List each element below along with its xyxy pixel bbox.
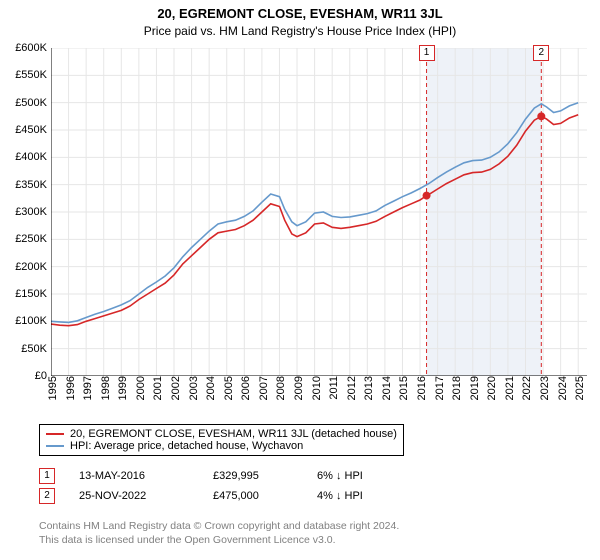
x-tick-label: 2000 (135, 376, 147, 400)
y-tick-label: £500K (15, 97, 47, 109)
x-tick-label: 1997 (82, 376, 94, 400)
sales-row: 2 25-NOV-2022 £475,000 4% ↓ HPI (39, 488, 363, 504)
sale-date: 25-NOV-2022 (79, 490, 189, 502)
x-tick-label: 1995 (47, 376, 59, 400)
x-tick-label: 2005 (223, 376, 235, 400)
x-tick-label: 2009 (293, 376, 305, 400)
sale-price: £329,995 (213, 470, 293, 482)
legend-label: 20, EGREMONT CLOSE, EVESHAM, WR11 3JL (d… (70, 428, 397, 440)
x-tick-label: 2013 (363, 376, 375, 400)
x-tick-label: 2012 (346, 376, 358, 400)
y-tick-label: £100K (15, 315, 47, 327)
sales-row: 1 13-MAY-2016 £329,995 6% ↓ HPI (39, 468, 363, 484)
x-tick-label: 2021 (504, 376, 516, 400)
x-tick-label: 2008 (275, 376, 287, 400)
x-tick-label: 2015 (398, 376, 410, 400)
x-tick-label: 2004 (205, 376, 217, 400)
chart-plot-area: £0£50K£100K£150K£200K£250K£300K£350K£400… (51, 48, 587, 376)
y-tick-label: £0 (35, 370, 47, 382)
x-tick-label: 1996 (65, 376, 77, 400)
sale-date: 13-MAY-2016 (79, 470, 189, 482)
x-tick-label: 2017 (434, 376, 446, 400)
y-tick-label: £400K (15, 151, 47, 163)
legend-label: HPI: Average price, detached house, Wych… (70, 440, 303, 452)
x-tick-label: 2001 (152, 376, 164, 400)
y-tick-label: £250K (15, 233, 47, 245)
chart-title: 20, EGREMONT CLOSE, EVESHAM, WR11 3JL (0, 6, 600, 21)
x-tick-label: 1998 (100, 376, 112, 400)
y-tick-label: £450K (15, 124, 47, 136)
sale-marker: 1 (419, 45, 435, 61)
legend-swatch (46, 433, 64, 435)
x-tick-label: 2025 (574, 376, 586, 400)
x-tick-label: 2020 (486, 376, 498, 400)
x-tick-label: 2019 (469, 376, 481, 400)
y-tick-label: £150K (15, 288, 47, 300)
x-tick-label: 2011 (328, 376, 340, 400)
legend-item: HPI: Average price, detached house, Wych… (46, 440, 397, 452)
legend-swatch (46, 445, 64, 447)
sale-marker: 2 (533, 45, 549, 61)
attribution: Contains HM Land Registry data © Crown c… (39, 520, 399, 547)
y-tick-label: £300K (15, 206, 47, 218)
y-tick-label: £200K (15, 261, 47, 273)
sale-delta: 4% ↓ HPI (317, 490, 363, 502)
legend: 20, EGREMONT CLOSE, EVESHAM, WR11 3JL (d… (39, 424, 404, 456)
y-tick-label: £600K (15, 42, 47, 54)
sale-marker-ref: 2 (39, 488, 55, 504)
y-tick-label: £350K (15, 179, 47, 191)
x-tick-label: 2007 (258, 376, 270, 400)
x-tick-label: 1999 (117, 376, 129, 400)
sale-delta: 6% ↓ HPI (317, 470, 363, 482)
x-tick-label: 2016 (416, 376, 428, 400)
x-tick-label: 2023 (539, 376, 551, 400)
sale-marker-ref: 1 (39, 468, 55, 484)
y-tick-label: £50K (21, 343, 47, 355)
x-tick-label: 2002 (170, 376, 182, 400)
attribution-line2: This data is licensed under the Open Gov… (39, 534, 399, 548)
x-tick-label: 2024 (557, 376, 569, 400)
x-tick-label: 2010 (311, 376, 323, 400)
sale-price: £475,000 (213, 490, 293, 502)
x-tick-label: 2006 (240, 376, 252, 400)
x-tick-label: 2014 (381, 376, 393, 400)
sales-table: 1 13-MAY-2016 £329,995 6% ↓ HPI 2 25-NOV-2022… (39, 468, 363, 508)
x-tick-label: 2003 (188, 376, 200, 400)
attribution-line1: Contains HM Land Registry data © Crown c… (39, 520, 399, 534)
x-tick-label: 2018 (451, 376, 463, 400)
chart-subtitle: Price paid vs. HM Land Registry's House … (0, 24, 600, 38)
legend-item: 20, EGREMONT CLOSE, EVESHAM, WR11 3JL (d… (46, 428, 397, 440)
x-tick-label: 2022 (521, 376, 533, 400)
y-tick-label: £550K (15, 69, 47, 81)
